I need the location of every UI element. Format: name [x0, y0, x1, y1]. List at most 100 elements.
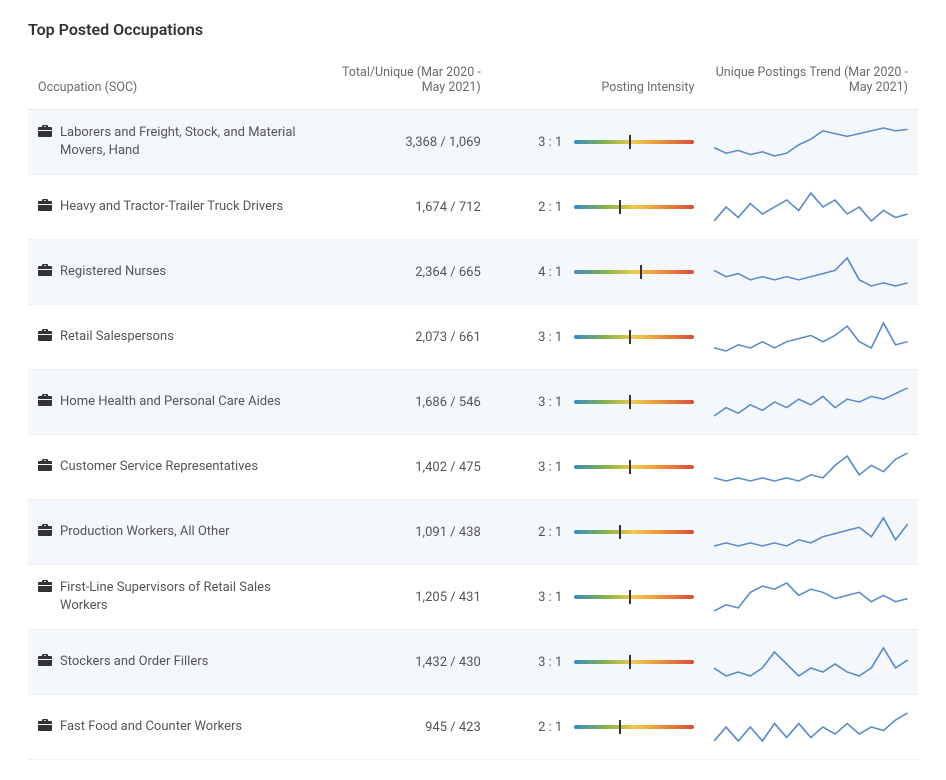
briefcase-icon: [38, 580, 52, 592]
intensity-tick: [629, 590, 631, 604]
table-row[interactable]: Laborers and Freight, Stock, and Materia…: [28, 110, 918, 175]
briefcase-icon: [38, 394, 52, 406]
col-trend[interactable]: Unique Postings Trend (Mar 2020 - May 20…: [704, 57, 918, 110]
intensity-bar: [574, 725, 694, 729]
cell-occupation: Stockers and Order Fillers: [28, 630, 331, 695]
cell-intensity: 2 : 1: [491, 500, 705, 565]
trend-sparkline: [714, 644, 908, 680]
briefcase-icon: [38, 264, 52, 276]
unique-value: 665: [459, 265, 481, 280]
briefcase-icon: [38, 459, 52, 471]
cell-trend: [704, 500, 918, 565]
briefcase-icon: [38, 654, 52, 666]
trend-sparkline: [714, 384, 908, 420]
col-occupation[interactable]: Occupation (SOC): [28, 57, 331, 110]
intensity-bar: [574, 140, 694, 144]
cell-occupation: Laborers and Freight, Stock, and Materia…: [28, 110, 331, 175]
intensity-ratio: 2 : 1: [538, 525, 562, 540]
cell-occupation: Home Health and Personal Care Aides: [28, 370, 331, 435]
table-row[interactable]: Stockers and Order Fillers1,432 / 4303 :…: [28, 630, 918, 695]
intensity-ratio: 3 : 1: [538, 330, 562, 345]
occupation-name: Registered Nurses: [60, 263, 166, 281]
cell-occupation: Customer Service Representatives: [28, 435, 331, 500]
unique-value: 546: [459, 395, 481, 410]
cell-trend: [704, 175, 918, 240]
intensity-tick: [619, 525, 621, 539]
trend-sparkline: [714, 254, 908, 290]
briefcase-icon: [38, 719, 52, 731]
trend-sparkline: [714, 709, 908, 745]
table-row[interactable]: Heavy and Tractor-Trailer Truck Drivers 1…: [28, 175, 918, 240]
trend-sparkline: [714, 189, 908, 225]
intensity-ratio: 3 : 1: [538, 590, 562, 605]
intensity-ratio: 3 : 1: [538, 460, 562, 475]
cell-occupation: Production Workers, All Other: [28, 500, 331, 565]
section-title: Top Posted Occupations: [28, 20, 918, 39]
intensity-bar: [574, 400, 694, 404]
total-value: 1,674: [415, 200, 447, 215]
total-value: 2,073: [415, 330, 447, 345]
occupations-table: Occupation (SOC) Total/Unique (Mar 2020 …: [28, 57, 918, 760]
table-header-row: Occupation (SOC) Total/Unique (Mar 2020 …: [28, 57, 918, 110]
cell-total-unique: 3,368 / 1,069: [331, 110, 491, 175]
table-row[interactable]: Fast Food and Counter Workers945 / 4232 …: [28, 695, 918, 760]
intensity-tick: [629, 655, 631, 669]
table-row[interactable]: First-Line Supervisors of Retail Sales W…: [28, 565, 918, 630]
cell-intensity: 3 : 1: [491, 435, 705, 500]
table-row[interactable]: Registered Nurses 2,364 / 6654 : 1: [28, 240, 918, 305]
occupation-name: Heavy and Tractor-Trailer Truck Drivers: [60, 198, 283, 216]
cell-total-unique: 2,364 / 665: [331, 240, 491, 305]
intensity-bar: [574, 205, 694, 209]
intensity-bar: [574, 530, 694, 534]
total-value: 1,091: [415, 525, 447, 540]
briefcase-icon: [38, 524, 52, 536]
occupation-name: Fast Food and Counter Workers: [60, 718, 242, 736]
intensity-bar: [574, 270, 694, 274]
intensity-bar: [574, 660, 694, 664]
unique-value: 712: [459, 200, 481, 215]
cell-intensity: 3 : 1: [491, 370, 705, 435]
trend-sparkline: [714, 579, 908, 615]
intensity-ratio: 3 : 1: [538, 395, 562, 410]
total-value: 3,368: [405, 135, 437, 150]
cell-total-unique: 1,686 / 546: [331, 370, 491, 435]
trend-sparkline: [714, 319, 908, 355]
table-row[interactable]: Production Workers, All Other1,091 / 438…: [28, 500, 918, 565]
intensity-tick: [629, 135, 631, 149]
cell-intensity: 2 : 1: [491, 695, 705, 760]
cell-total-unique: 1,205 / 431: [331, 565, 491, 630]
cell-occupation: Retail Salespersons: [28, 305, 331, 370]
intensity-tick: [619, 200, 621, 214]
cell-trend: [704, 370, 918, 435]
intensity-bar: [574, 465, 694, 469]
col-total-unique[interactable]: Total/Unique (Mar 2020 - May 2021): [331, 57, 491, 110]
cell-intensity: 3 : 1: [491, 305, 705, 370]
cell-intensity: 3 : 1: [491, 630, 705, 695]
occupation-name: Laborers and Freight, Stock, and Materia…: [60, 124, 321, 159]
total-value: 1,686: [415, 395, 447, 410]
table-row[interactable]: Home Health and Personal Care Aides1,686…: [28, 370, 918, 435]
trend-sparkline: [714, 514, 908, 550]
cell-total-unique: 2,073 / 661: [331, 305, 491, 370]
table-row[interactable]: Customer Service Representatives 1,402 / …: [28, 435, 918, 500]
occupation-name: Customer Service Representatives: [60, 458, 258, 476]
cell-trend: [704, 240, 918, 305]
unique-value: 430: [459, 655, 481, 670]
unique-value: 475: [459, 460, 481, 475]
col-posting-intensity[interactable]: Posting Intensity: [491, 57, 705, 110]
total-value: 2,364: [415, 265, 447, 280]
cell-total-unique: 1,402 / 475: [331, 435, 491, 500]
table-row[interactable]: Retail Salespersons2,073 / 661 3 : 1: [28, 305, 918, 370]
cell-occupation: Registered Nurses: [28, 240, 331, 305]
unique-value: 1,069: [449, 135, 481, 150]
trend-sparkline: [714, 449, 908, 485]
total-value: 945: [425, 720, 447, 735]
cell-occupation: Heavy and Tractor-Trailer Truck Drivers: [28, 175, 331, 240]
cell-occupation: First-Line Supervisors of Retail Sales W…: [28, 565, 331, 630]
intensity-bar: [574, 595, 694, 599]
trend-sparkline: [714, 124, 908, 160]
unique-value: 661: [459, 330, 481, 345]
intensity-tick: [629, 330, 631, 344]
intensity-ratio: 2 : 1: [538, 200, 562, 215]
cell-intensity: 4 : 1: [491, 240, 705, 305]
